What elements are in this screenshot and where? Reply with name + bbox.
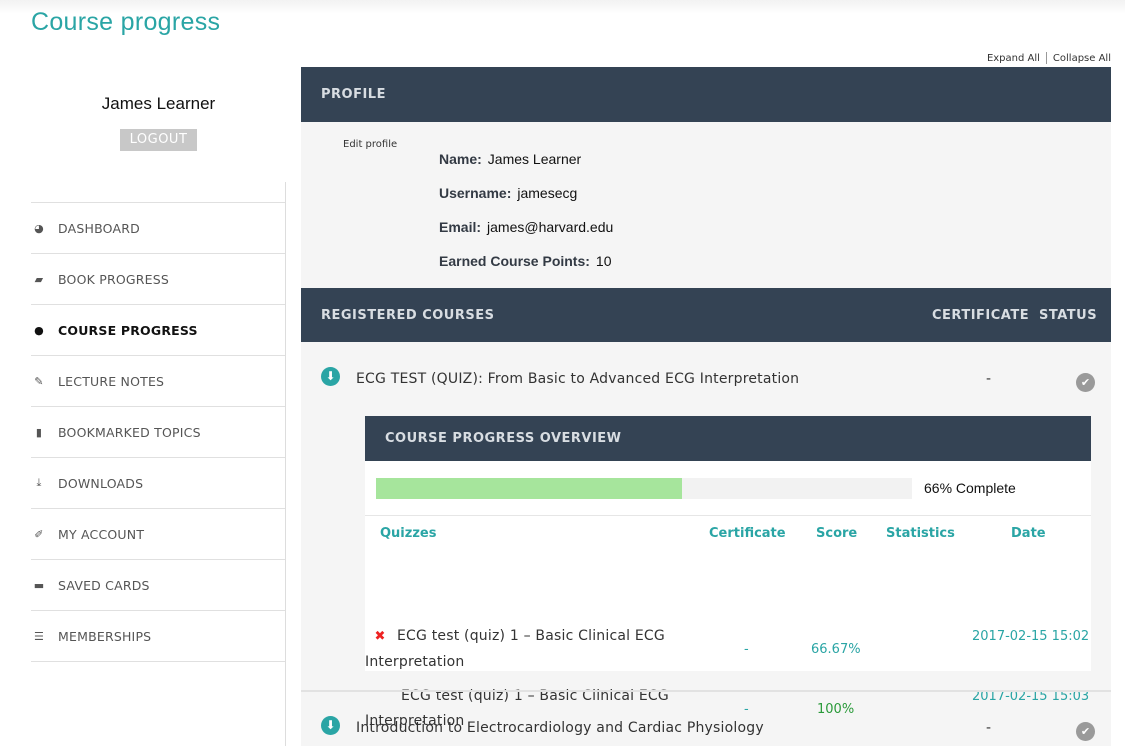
- registered-courses-title: REGISTERED COURSES: [321, 307, 495, 323]
- quiz-title[interactable]: ECG test (quiz) 1 – Basic Clinical ECG I…: [365, 628, 665, 670]
- expand-all-link[interactable]: Expand All: [986, 52, 1040, 64]
- sidebar-divider: [31, 661, 285, 662]
- sidebar-item-label: LECTURE NOTES: [58, 373, 165, 389]
- course-certificate: -: [986, 720, 992, 736]
- sidebar-item-book-progress[interactable]: ▰ BOOK PROGRESS: [31, 253, 285, 304]
- expand-down-icon[interactable]: ⬇: [321, 716, 340, 735]
- logout-button[interactable]: LOGOUT: [120, 129, 197, 151]
- overview-divider: [365, 515, 1091, 516]
- edit-icon: ✐: [34, 527, 44, 541]
- statistics-column-header: Statistics: [886, 526, 955, 541]
- user-name: James Learner: [101, 94, 216, 113]
- certificate-column-header: CERTIFICATE: [932, 307, 1030, 323]
- profile-email-label: Email:: [439, 219, 482, 235]
- fail-x-icon: ✖: [374, 629, 386, 644]
- sidebar-item-downloads[interactable]: ⤓ DOWNLOADS: [31, 457, 285, 508]
- profile-email: Email: james@harvard.edu: [439, 219, 613, 235]
- profile-points: Earned Course Points: 10: [439, 253, 612, 269]
- sidebar-item-lecture-notes[interactable]: ✎ LECTURE NOTES: [31, 355, 285, 406]
- quiz-certificate: -: [744, 642, 749, 657]
- sidebar: ◕ DASHBOARD ▰ BOOK PROGRESS ● COURSE PRO…: [31, 182, 286, 746]
- check-circle-icon: ✔: [1076, 373, 1095, 392]
- course-title[interactable]: ECG TEST (QUIZ): From Basic to Advanced …: [356, 371, 800, 387]
- sidebar-item-label: DOWNLOADS: [58, 475, 144, 491]
- sidebar-item-label: MY ACCOUNT: [58, 526, 145, 542]
- sidebar-item-label: MEMBERSHIPS: [58, 628, 152, 644]
- sidebar-item-my-account[interactable]: ✐ MY ACCOUNT: [31, 508, 285, 559]
- stripe-icon: ▬: [33, 578, 45, 592]
- quiz-row-title: ✖ ECG test (quiz) 1 – Basic Clinical ECG …: [365, 624, 695, 674]
- date-column-header: Date: [1011, 526, 1046, 541]
- profile-name-value: James Learner: [487, 151, 582, 167]
- profile-email-value: james@harvard.edu: [487, 219, 614, 235]
- course-certificate: -: [986, 371, 992, 387]
- quiz-score: 66.67%: [811, 642, 861, 657]
- sidebar-item-label: BOOKMARKED TOPICS: [58, 424, 201, 440]
- user-icon: ●: [34, 323, 44, 337]
- overview-header: COURSE PROGRESS OVERVIEW: [365, 416, 1091, 461]
- expand-down-icon[interactable]: ⬇: [321, 367, 340, 386]
- quizzes-column-header: Quizzes: [380, 526, 437, 541]
- bookmark-icon: ▮: [35, 425, 43, 439]
- edit-profile-link[interactable]: Edit profile: [343, 139, 398, 150]
- list-icon: ☰: [33, 629, 45, 643]
- profile-points-value: 10: [595, 253, 612, 269]
- main-panel: PROFILE Edit profile Name: James Learner …: [301, 67, 1111, 746]
- sidebar-item-saved-cards[interactable]: ▬ SAVED CARDS: [31, 559, 285, 610]
- quiz-date[interactable]: 2017-02-15 15:03: [972, 689, 1090, 704]
- pencil-icon: ✎: [34, 374, 44, 388]
- download-icon: ⤓: [36, 476, 42, 489]
- sidebar-item-label: SAVED CARDS: [58, 577, 150, 593]
- sidebar-item-label: DASHBOARD: [58, 220, 140, 236]
- progress-bar-fill: [376, 478, 682, 499]
- profile-header: PROFILE: [301, 67, 1111, 122]
- profile-name-label: Name:: [439, 151, 482, 167]
- check-circle-icon: ✔: [1076, 722, 1095, 741]
- quiz-date[interactable]: 2017-02-15 15:02: [972, 629, 1090, 644]
- course-divider: [301, 690, 1111, 692]
- quiz-row-title: ECG test (quiz) 1 – Basic Clinical ECG I…: [365, 684, 695, 733]
- dashboard-icon: ◕: [34, 221, 44, 235]
- book-icon: ▰: [34, 272, 44, 286]
- sidebar-item-label: BOOK PROGRESS: [58, 271, 170, 287]
- course-title[interactable]: Introduction to Electrocardiology and Ca…: [356, 720, 764, 736]
- certificate-column-header: Certificate: [709, 526, 786, 541]
- sidebar-item-memberships[interactable]: ☰ MEMBERSHIPS: [31, 610, 285, 661]
- profile-points-label: Earned Course Points:: [439, 253, 590, 269]
- collapse-all-link[interactable]: Collapse All: [1052, 52, 1111, 64]
- course-row: ⬇ Introduction to Electrocardiology and …: [301, 716, 1111, 746]
- registered-courses-header: REGISTERED COURSES CERTIFICATE STATUS: [301, 288, 1111, 342]
- score-column-header: Score: [816, 526, 858, 541]
- progress-label: 66% Complete: [924, 480, 1016, 496]
- profile-name: Name: James Learner: [439, 151, 581, 167]
- sidebar-item-label: COURSE PROGRESS: [58, 322, 198, 338]
- top-shadow: [0, 0, 1125, 14]
- expand-collapse-links: Expand All Collapse All: [987, 52, 1111, 64]
- profile-username-label: Username:: [439, 185, 512, 201]
- profile-username: Username: jamesecg: [439, 185, 577, 201]
- status-column-header: STATUS: [1039, 307, 1098, 323]
- quiz-title[interactable]: ECG test (quiz) 1 – Basic Clinical ECG I…: [365, 688, 669, 729]
- profile-username-value: jamesecg: [517, 185, 578, 201]
- course-row: ⬇ ECG TEST (QUIZ): From Basic to Advance…: [301, 367, 1111, 407]
- quiz-score: 100%: [817, 702, 855, 717]
- progress-bar: [376, 478, 912, 499]
- sidebar-item-bookmarked-topics[interactable]: ▮ BOOKMARKED TOPICS: [31, 406, 285, 457]
- link-separator: [1045, 52, 1047, 64]
- sidebar-item-course-progress[interactable]: ● COURSE PROGRESS: [31, 304, 285, 355]
- page-title: Course progress: [31, 8, 221, 36]
- quiz-certificate: -: [744, 702, 749, 717]
- course-progress-overview: COURSE PROGRESS OVERVIEW 66% Complete Qu…: [365, 416, 1091, 729]
- sidebar-item-dashboard[interactable]: ◕ DASHBOARD: [31, 202, 285, 253]
